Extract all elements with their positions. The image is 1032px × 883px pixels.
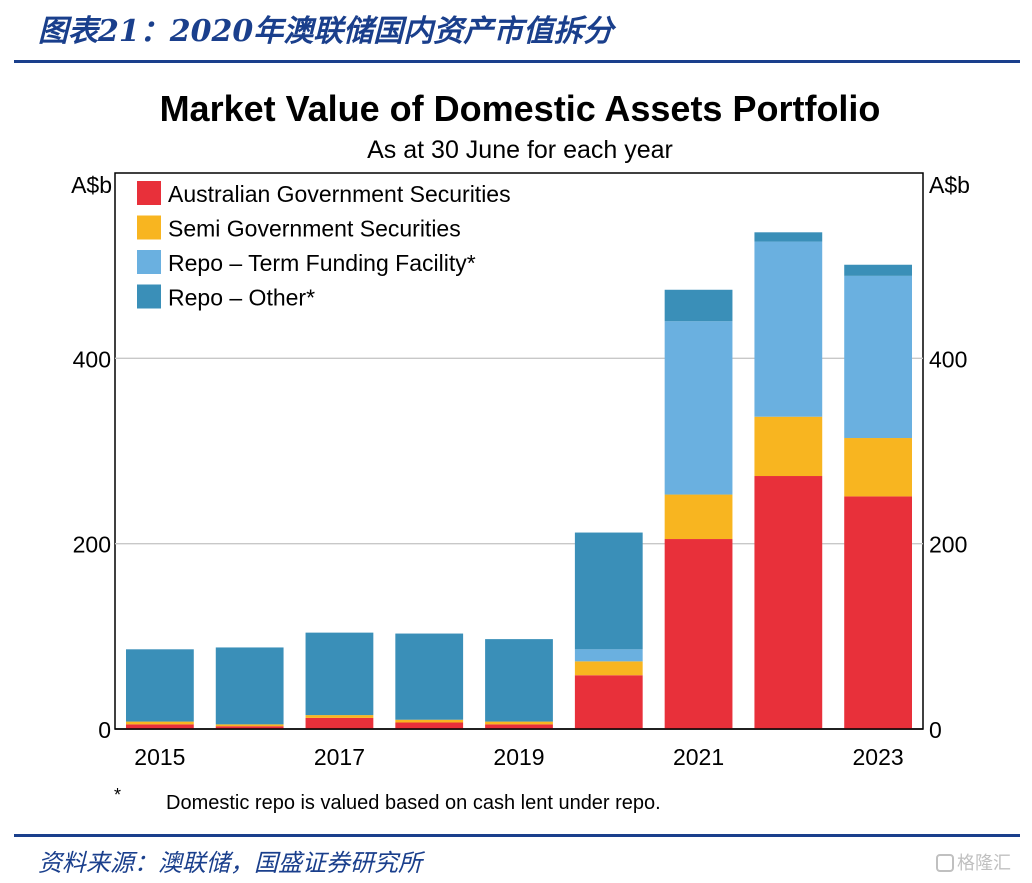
chart-title: Market Value of Domestic Assets Portfoli… (160, 88, 881, 129)
legend: Australian Government Securities Semi Gov… (137, 181, 511, 311)
x-tick-label-2023: 2023 (853, 744, 904, 770)
bar-segment-2015-series-2 (125, 721, 194, 725)
bar-segment-2023-series-1 (844, 496, 913, 729)
x-tick-label-2015: 2015 (134, 744, 185, 770)
bar-segment-2020-series-4 (574, 532, 643, 650)
footer-rule (14, 834, 1020, 837)
bar-segment-2019-series-4 (485, 639, 553, 722)
footnote-marker: * (114, 785, 121, 805)
bar-segment-2021-series-1 (664, 539, 733, 729)
bar-segment-2020-series-1 (574, 675, 643, 729)
bar-segment-2015-series-1 (125, 724, 194, 729)
bar-segment-2018-series-4 (395, 633, 464, 720)
y-tick-label-right: 200 (929, 532, 967, 558)
x-tick-label-2019: 2019 (493, 744, 544, 770)
legend-swatch-4 (137, 284, 161, 309)
bar-segment-2020-series-3 (574, 649, 643, 662)
watermark: 格隆汇 (936, 849, 1011, 875)
y-tick-label-left: 0 (98, 717, 111, 743)
bar-segment-2016-series-2 (215, 724, 284, 727)
axis-layer: 0 0 200 200 400 400 2015 2017 2019 2021 2023 (73, 346, 968, 770)
watermark-logo-icon (936, 854, 954, 872)
legend-label-1: Australian Government Securities (168, 181, 511, 207)
bar-segment-2015-series-4 (125, 649, 194, 722)
bar-segment-2022-series-1 (754, 476, 823, 729)
bar-segment-2020-series-2 (574, 661, 643, 676)
x-tick-label-2021: 2021 (673, 744, 724, 770)
bar-segment-2017-series-1 (305, 717, 374, 729)
y-tick-label-left: 400 (73, 346, 111, 372)
bar-segment-2021-series-4 (664, 289, 733, 322)
header-rule (14, 60, 1020, 63)
footnote: Domestic repo is valued based on cash le… (166, 792, 661, 814)
bar-segment-2017-series-4 (305, 632, 374, 716)
bar-segment-2023-series-2 (844, 438, 913, 497)
legend-label-2: Semi Government Securities (168, 216, 461, 242)
bar-segment-2019-series-2 (485, 721, 553, 725)
legend-swatch-3 (137, 250, 161, 274)
watermark-text: 格隆汇 (957, 853, 1011, 874)
source-note: 资料来源：澳联储，国盛证券研究所 (38, 849, 422, 877)
y-axis-unit-left: A$b (71, 172, 112, 198)
bar-segment-2017-series-2 (305, 715, 374, 718)
bar-segment-2021-series-2 (664, 494, 733, 540)
x-tick-label-2017: 2017 (314, 744, 365, 770)
y-tick-label-right: 0 (929, 717, 942, 743)
y-tick-label-right: 400 (929, 346, 967, 372)
chart: Market Value of Domestic Assets Portfoli… (71, 88, 970, 814)
legend-swatch-2 (137, 215, 161, 240)
bar-layer (125, 232, 913, 729)
bar-segment-2016-series-1 (215, 726, 284, 729)
bar-segment-2023-series-3 (844, 275, 913, 439)
chart-subtitle: As at 30 June for each year (367, 136, 673, 164)
bar-segment-2021-series-3 (664, 321, 733, 495)
bar-segment-2018-series-2 (395, 719, 464, 723)
legend-label-3: Repo – Term Funding Facility* (168, 250, 476, 276)
y-tick-label-left: 200 (73, 532, 111, 558)
bar-segment-2019-series-1 (485, 724, 553, 729)
legend-swatch-1 (137, 181, 161, 205)
bar-segment-2022-series-4 (754, 232, 823, 242)
bar-segment-2016-series-4 (215, 647, 284, 725)
legend-label-4: Repo – Other* (168, 285, 315, 311)
y-axis-unit-right: A$b (929, 172, 970, 198)
figure-title: 图表21：2020年澳联储国内资产市值拆分 (38, 14, 614, 49)
bar-segment-2018-series-1 (395, 722, 464, 729)
bar-segment-2022-series-2 (754, 416, 823, 477)
bar-segment-2023-series-4 (844, 264, 913, 276)
bar-segment-2022-series-3 (754, 241, 823, 417)
